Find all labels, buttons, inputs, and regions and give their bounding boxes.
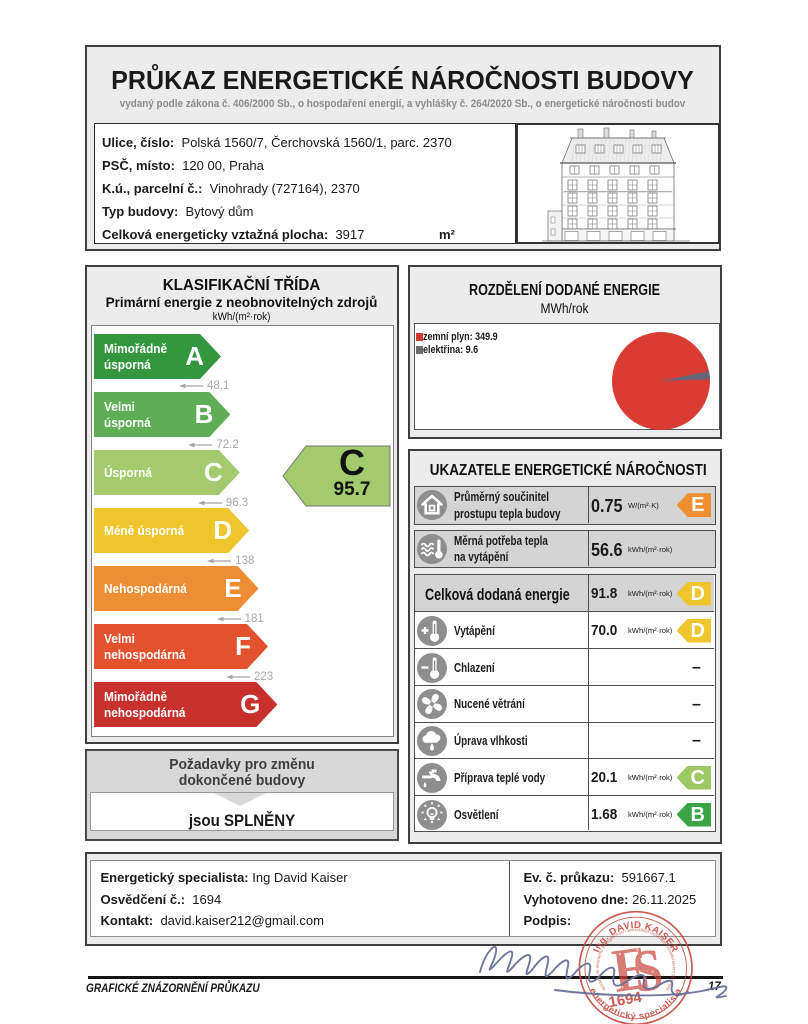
svg-text:C: C <box>339 445 365 483</box>
svg-text:95.7: 95.7 <box>334 479 371 500</box>
svg-text:1694: 1694 <box>607 989 643 1012</box>
